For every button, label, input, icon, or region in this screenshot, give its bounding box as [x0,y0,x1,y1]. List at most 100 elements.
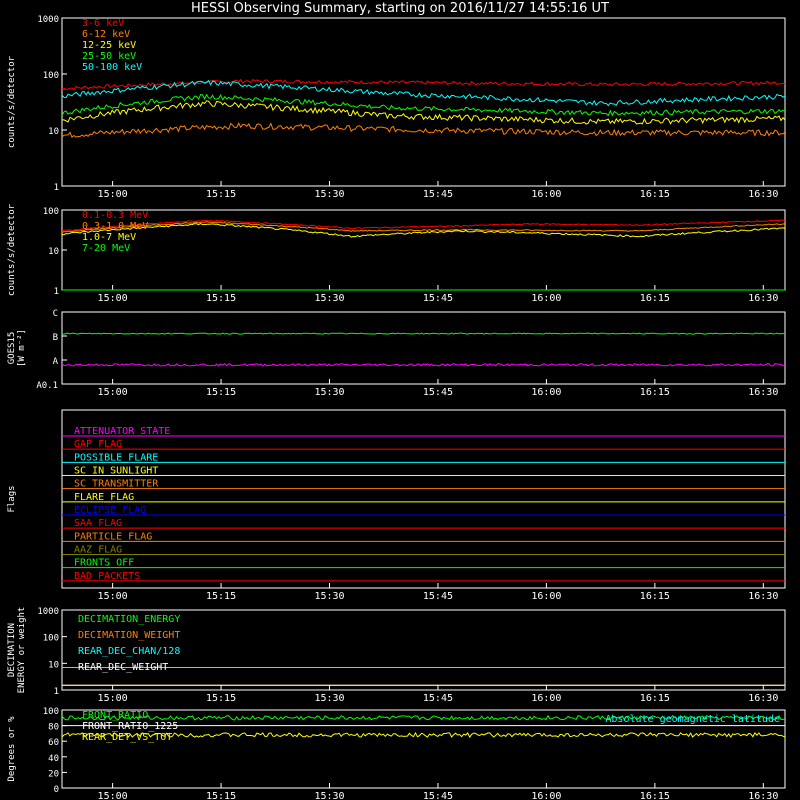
p4-xtick-label: 15:15 [206,591,236,602]
flag-label: POSSIBLE_FLARE [74,452,158,463]
legend-entry: REAR_DET_VS_TOT [82,732,172,743]
flag-label: SC_TRANSMITTER [74,479,159,490]
p1-ytick-label: 1000 [37,15,59,25]
p1-ytick-label: 100 [43,71,59,81]
p4-xtick-label: 16:30 [748,591,778,602]
p2-xtick-label: 16:15 [640,293,670,304]
p1-ytick-label: 1 [54,183,59,193]
flag-label: ATTENUATOR_STATE [74,426,170,437]
p3-frame [61,311,786,385]
p3-xtick-label: 15:00 [98,387,128,398]
p1-xtick-label: 16:15 [640,189,670,200]
p1-xtick-label: 15:45 [423,189,453,200]
series-line-goes-low [61,363,786,367]
p5-xtick-label: 15:00 [98,693,128,704]
legend-entry: 7-20 MeV [82,243,130,254]
flag-label: AAZ_FLAG [74,545,122,556]
legend-entry: 1.0-7 MeV [82,232,136,243]
p6-ytick-label: 80 [48,723,59,733]
p5-xtick-label: 15:30 [314,693,344,704]
p2-xtick-label: 15:15 [206,293,236,304]
p6-frame [61,709,786,789]
p6-xtick-label: 15:45 [423,791,453,800]
series-line-12-25-kev [62,100,786,125]
p3-xtick-label: 16:00 [531,387,561,398]
flag-label: SAA_FLAG [74,518,122,529]
legend-entry: 3-6 keV [82,18,124,29]
p1-xtick-label: 15:00 [98,189,128,200]
flag-label: FRONTS_OFF [74,558,134,569]
legend-entry: REAR_DEC_WEIGHT [78,662,168,673]
p5-xtick-label: 16:15 [640,693,670,704]
flag-label: PARTICLE_FLAG [74,531,152,542]
p6-xtick-label: 15:30 [314,791,344,800]
p6-xtick-label: 15:15 [206,791,236,800]
p5-ytick-label: 100 [43,634,59,644]
legend-entry: REAR_DEC_CHAN/128 [78,646,180,657]
p1-xtick-label: 15:15 [206,189,236,200]
flag-label: BAD_PACKETS [74,571,140,582]
p1-frame [61,17,786,187]
p2-xtick-label: 15:00 [98,293,128,304]
p3-ytick-label: B [53,333,58,343]
p3-xtick-label: 16:15 [640,387,670,398]
flag-label: SC_IN_SUNLIGHT [74,466,158,477]
p4-xtick-label: 16:00 [531,591,561,602]
legend-entry: FRONT_RATIO_1225 [82,721,178,732]
series-line-goes-high [62,332,786,335]
p6-xtick-label: 16:15 [640,791,670,800]
legend-entry: 0.3-1.0 MeV [82,221,148,232]
legend-entry: DECIMATION_WEIGHT [78,630,180,641]
p1-xtick-label: 16:00 [531,189,561,200]
series-line-6-12-kev [61,122,786,139]
legend-entry: 50-100 keV [82,62,142,73]
series-line-1-0-7-mev [61,223,786,238]
annotation-label: Absolute geomagnetic latitude [605,714,780,725]
p6-ytick-label: 40 [48,754,59,764]
p5-xtick-label: 16:30 [748,693,778,704]
flag-label: GAP_FLAG [74,439,122,450]
chart-title: HESSI Observing Summary, starting on 201… [191,1,609,16]
p4-xtick-label: 15:30 [314,591,344,602]
series-line-front-ratio [61,714,786,721]
p3-ylabel: [W m⁻²] [17,329,27,367]
p6-ytick-label: 100 [43,707,59,717]
p3-ytick-label: A0.1 [36,381,58,391]
flag-label: FLARE_FLAG [74,492,134,503]
p6-xtick-label: 16:00 [531,791,561,800]
p3-ylabel: GOES15 [7,332,17,365]
p3-ytick-label: C [53,309,58,319]
series-line-3-6-kev [61,78,786,91]
legend-entry: 0.1-0.3 MeV [82,210,148,221]
p6-ytick-label: 60 [48,738,59,748]
p2-xtick-label: 16:30 [748,293,778,304]
series-line-0-3-1-0-mev [61,221,786,233]
p4-xtick-label: 16:15 [640,591,670,602]
legend-entry: 12-25 keV [82,40,136,51]
p2-ylabel: counts/s/detector [7,203,17,296]
p5-ytick-label: 10 [48,660,59,670]
p6-ytick-label: 0 [54,785,59,795]
p5-xtick-label: 15:45 [423,693,453,704]
p6-xtick-label: 16:30 [748,791,778,800]
p2-ytick-label: 100 [43,207,59,217]
series-line-rear-det-vs-tot [61,731,786,739]
p4-frame [61,409,786,589]
p6-ylabel: Degrees or % [7,716,17,782]
flag-label: ECLIPSE_FLAG [74,505,146,516]
p4-xtick-label: 15:00 [98,591,128,602]
p1-xtick-label: 15:30 [314,189,344,200]
p1-ylabel: counts/s/detector [7,55,17,148]
p2-xtick-label: 15:30 [314,293,344,304]
p6-ytick-label: 20 [48,769,59,779]
p4-xtick-label: 15:45 [423,591,453,602]
p6-xtick-label: 15:00 [98,791,128,800]
p3-xtick-label: 15:30 [314,387,344,398]
p5-xtick-label: 16:00 [531,693,561,704]
p2-ytick-label: 1 [54,287,59,297]
p5-ytick-label: 1 [54,687,59,697]
series-line-0-1-0-3-mev [61,219,786,232]
series-line-25-50-kev [61,93,786,117]
